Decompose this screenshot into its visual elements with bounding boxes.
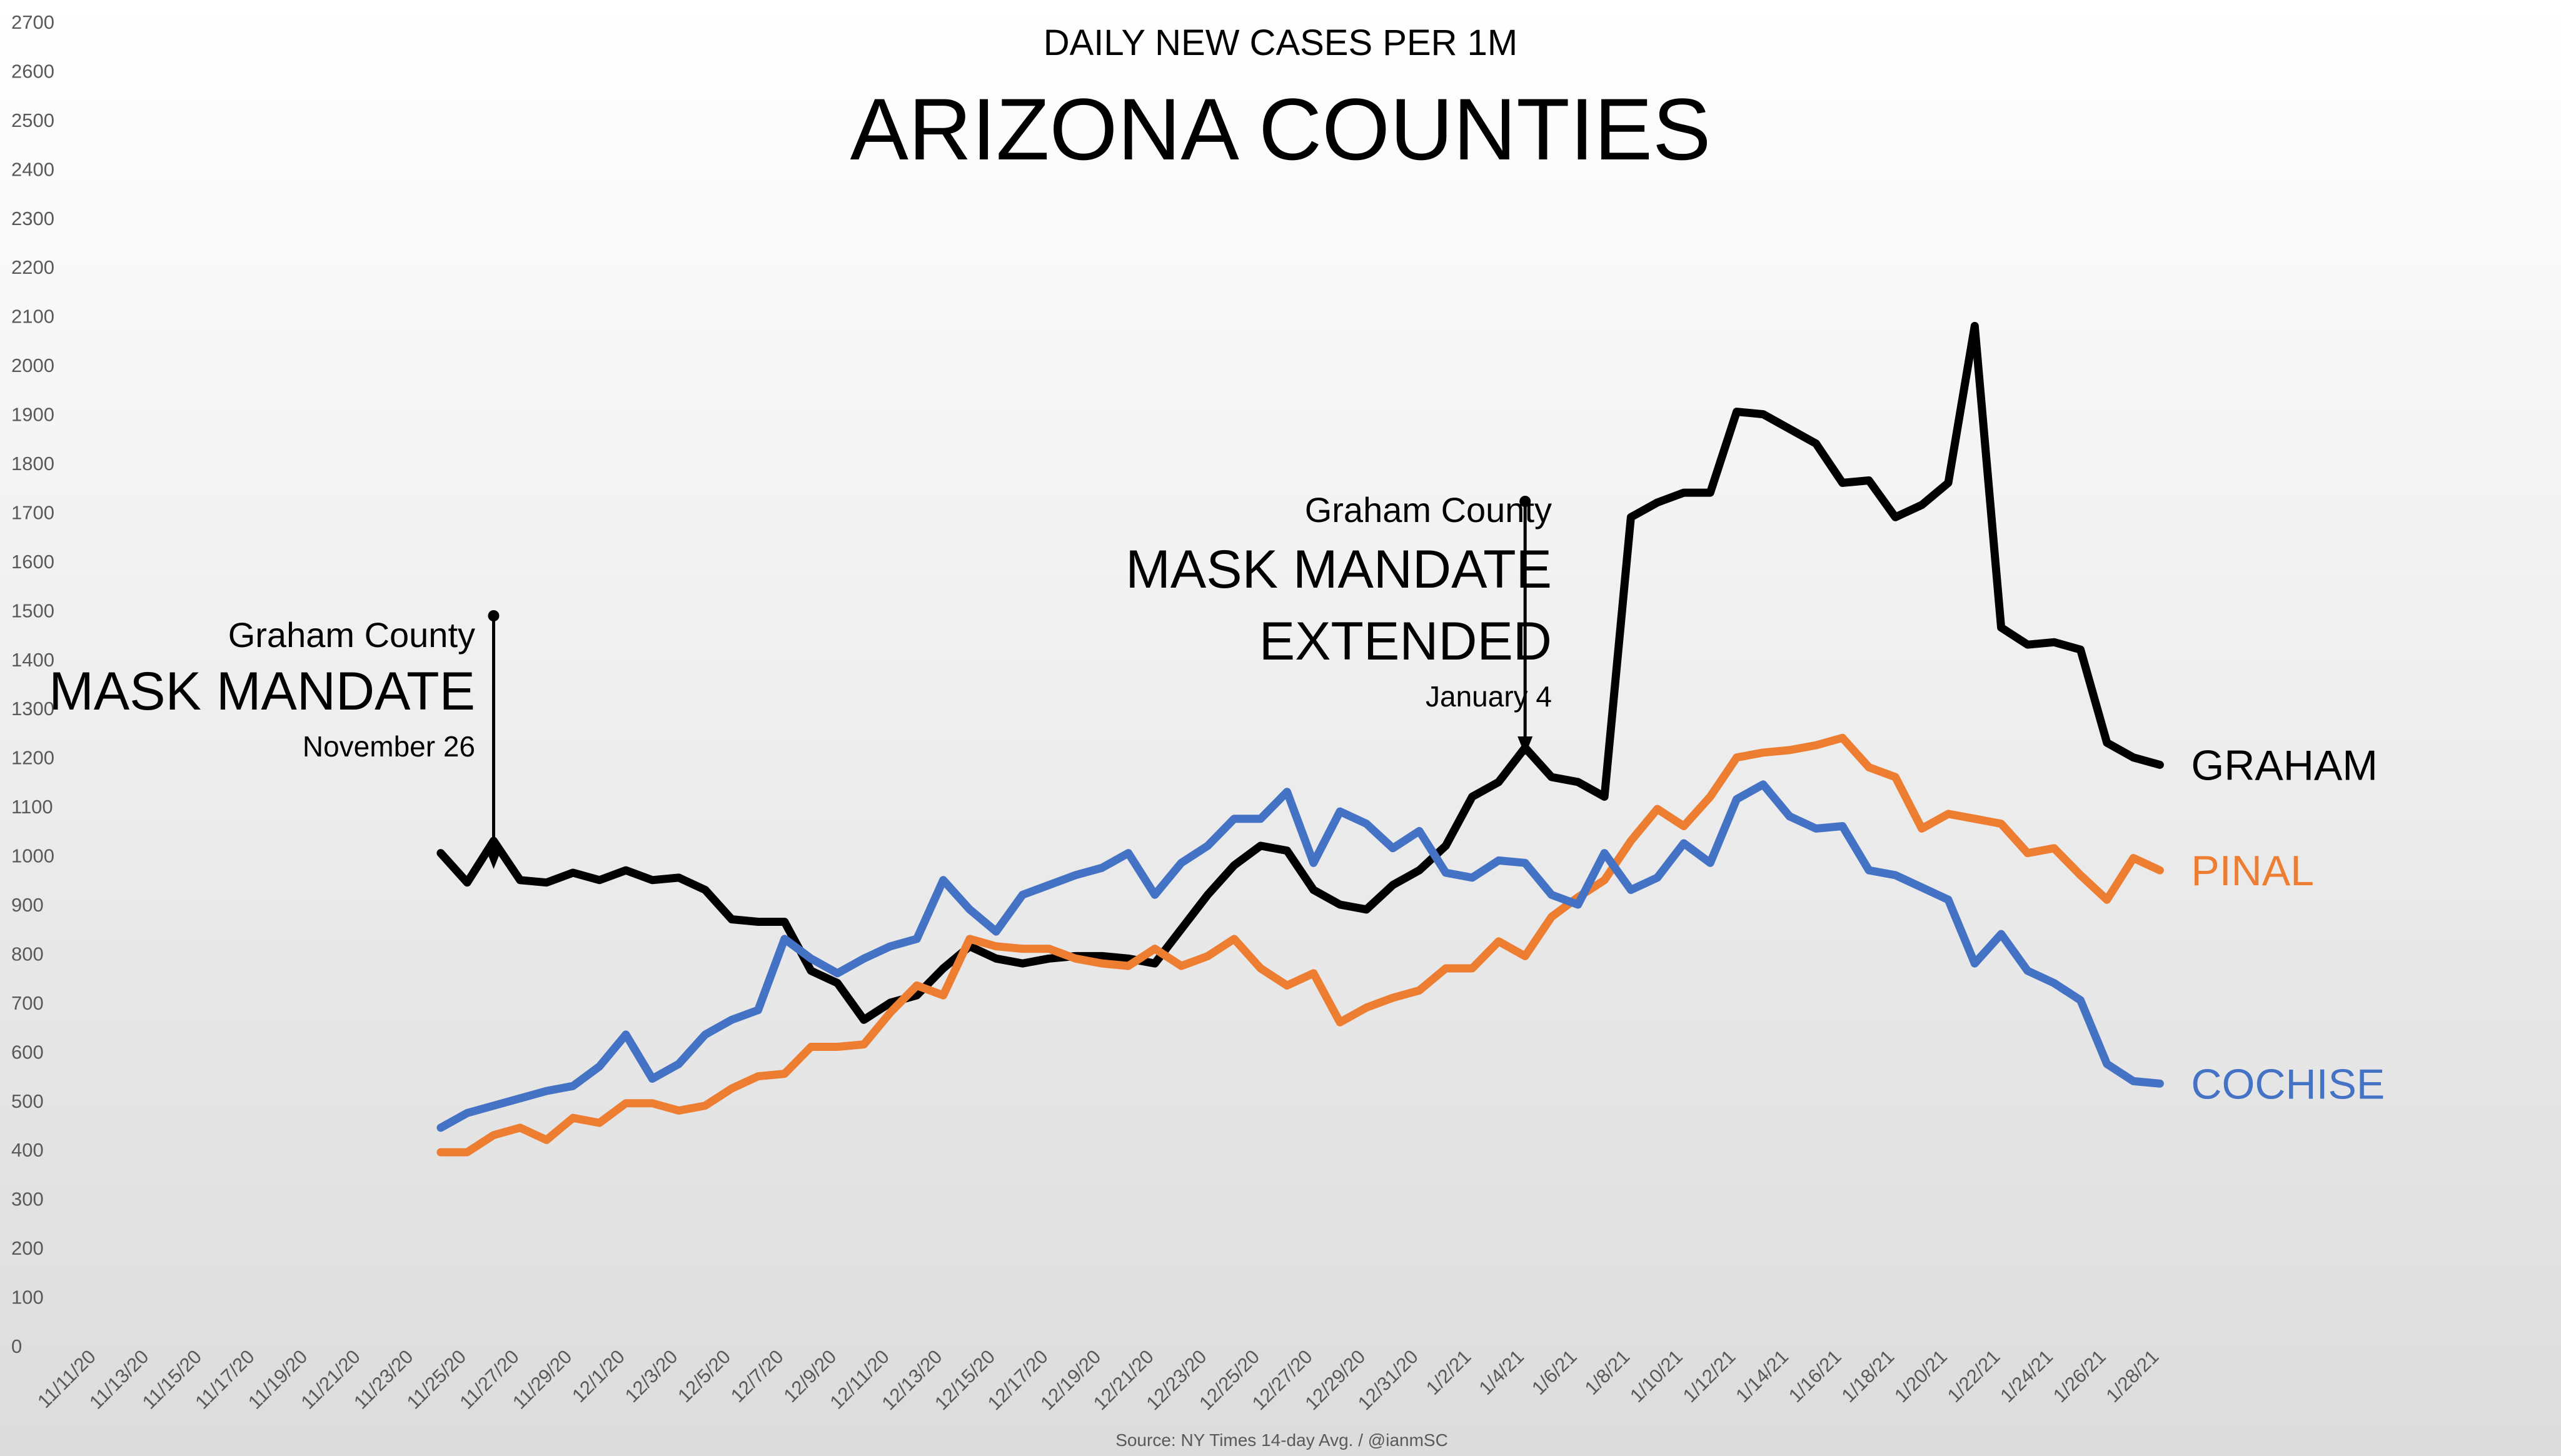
- annotation-extended: EXTENDED: [1259, 611, 1552, 671]
- x-tick-label: 1/4/21: [1474, 1345, 1528, 1399]
- y-tick-label: 1900: [11, 404, 54, 426]
- y-tick-label: 700: [11, 992, 44, 1014]
- y-tick-label: 100: [11, 1287, 44, 1308]
- x-tick-label: 1/24/21: [1996, 1345, 2057, 1407]
- annotation-arrow-head: [1517, 736, 1533, 755]
- y-tick-label: 200: [11, 1237, 44, 1259]
- x-tick-label: 1/18/21: [1837, 1345, 1898, 1407]
- annotation-1: Graham County MASK MANDATE November 26: [49, 610, 501, 869]
- y-tick-label: 1100: [11, 796, 53, 818]
- y-tick-label: 2000: [11, 354, 54, 376]
- series-label-pinal: PINAL: [2191, 847, 2314, 895]
- y-tick-label: 0: [11, 1335, 22, 1357]
- series-label-graham: GRAHAM: [2191, 741, 2377, 789]
- chart-subtitle: DAILY NEW CASES PER 1M: [1044, 23, 1518, 63]
- y-tick-label: 1800: [11, 453, 54, 474]
- y-tick-label: 300: [11, 1188, 44, 1210]
- x-tick-label: 12/5/20: [673, 1345, 735, 1407]
- x-tick-label: 1/22/21: [1943, 1345, 2005, 1407]
- y-tick-label: 800: [11, 943, 44, 965]
- y-tick-label: 900: [11, 894, 44, 916]
- y-tick-label: 2400: [11, 158, 54, 180]
- x-axis-ticks: 11/11/2011/13/2011/15/2011/17/2011/19/20…: [33, 1345, 2163, 1414]
- x-tick-label: 1/16/21: [1784, 1345, 1846, 1407]
- series-line-graham: [436, 321, 2164, 1024]
- y-tick-label: 2200: [11, 256, 54, 278]
- x-tick-label: 1/10/21: [1626, 1345, 1687, 1407]
- x-tick-label: 1/28/21: [2101, 1345, 2163, 1407]
- series-lines: [436, 321, 2164, 1157]
- y-tick-label: 400: [11, 1139, 44, 1161]
- y-tick-label: 600: [11, 1041, 44, 1063]
- chart-source: Source: NY Times 14-day Avg. / @ianmSC: [1115, 1430, 1448, 1450]
- annotation-county: Graham County: [1305, 490, 1552, 530]
- x-tick-label: 1/26/21: [2049, 1345, 2110, 1407]
- y-tick-label: 1600: [11, 551, 54, 573]
- x-tick-label: 1/14/21: [1731, 1345, 1793, 1407]
- y-axis-ticks: 0 100 200 300 400 500 600 700 800 900 1000 1100 1200…: [11, 11, 54, 1357]
- annotation-county: Graham County: [228, 615, 475, 655]
- x-tick-label: 1/6/21: [1527, 1345, 1581, 1399]
- y-tick-label: 1200: [11, 747, 54, 769]
- annotation-mandate: MASK MANDATE: [1125, 540, 1552, 600]
- annotation-2: Graham County MASK MANDATE EXTENDED January…: [1125, 490, 1552, 755]
- chart-title: ARIZONA COUNTIES: [850, 80, 1711, 178]
- series-line-cochise: [436, 780, 2164, 1132]
- annotation-arrow-head: [486, 850, 501, 869]
- series-labels: GRAHAM PINAL COCHISE: [2191, 741, 2385, 1108]
- x-tick-label: 1/20/21: [1890, 1345, 1951, 1407]
- y-tick-label: 2700: [11, 11, 54, 33]
- annotation-date: January 4: [1426, 680, 1552, 713]
- x-tick-label: 1/12/21: [1679, 1345, 1740, 1407]
- y-tick-label: 1300: [11, 698, 54, 720]
- y-tick-label: 500: [11, 1090, 44, 1112]
- y-tick-label: 1700: [11, 501, 54, 523]
- y-tick-label: 2500: [11, 109, 54, 131]
- y-tick-label: 2300: [11, 208, 54, 229]
- y-tick-label: 2600: [11, 60, 54, 82]
- series-line-pinal: [436, 733, 2164, 1157]
- annotation-date: November 26: [303, 730, 475, 763]
- y-tick-label: 1000: [11, 845, 54, 867]
- y-tick-label: 1400: [11, 649, 54, 671]
- y-tick-label: 1500: [11, 600, 54, 621]
- annotation-mandate: MASK MANDATE: [49, 661, 475, 721]
- y-tick-label: 2100: [11, 306, 54, 328]
- x-tick-label: 12/1/20: [568, 1345, 629, 1407]
- x-tick-label: 12/7/20: [727, 1345, 788, 1407]
- x-tick-label: 11/29/20: [508, 1345, 576, 1413]
- x-tick-label: 1/2/21: [1422, 1345, 1476, 1399]
- x-tick-label: 12/3/20: [621, 1345, 682, 1407]
- series-label-cochise: COCHISE: [2191, 1060, 2385, 1108]
